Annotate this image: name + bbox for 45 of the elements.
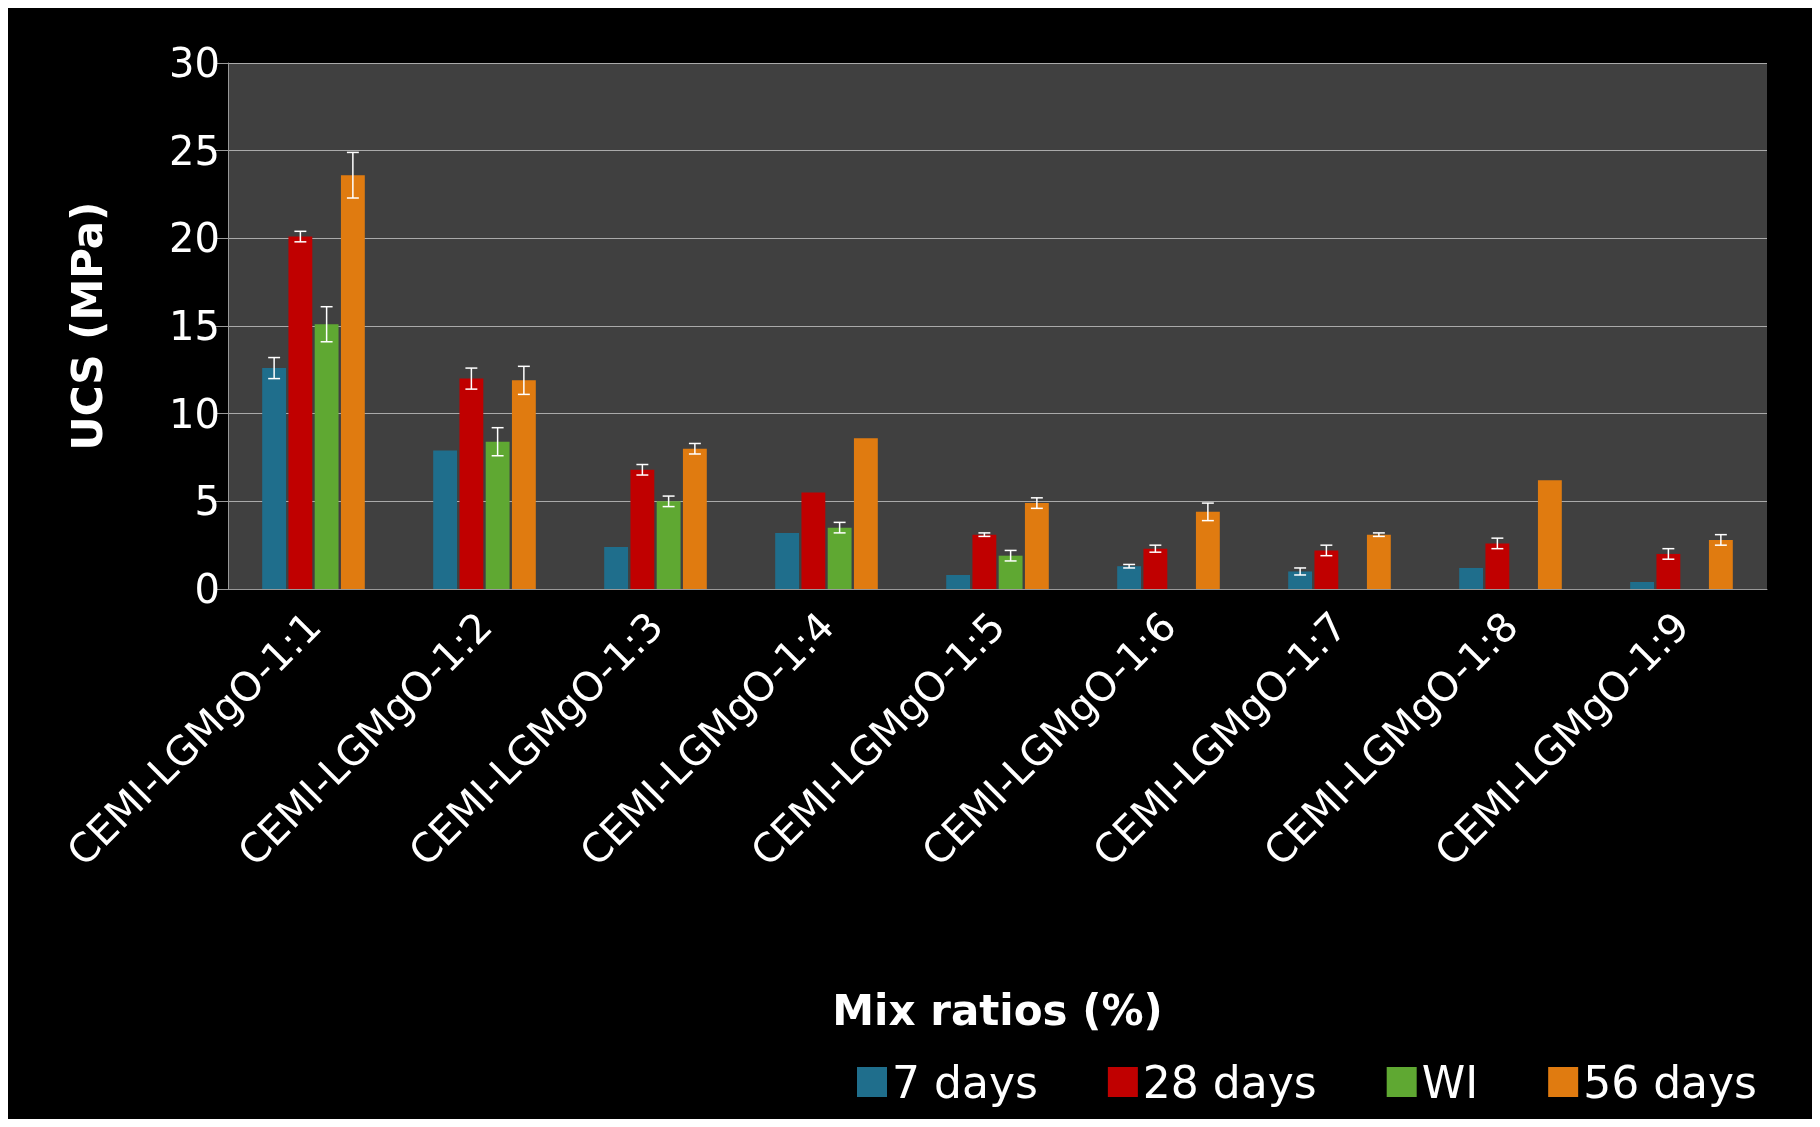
bar — [314, 324, 339, 589]
legend-label: WI — [1421, 1056, 1479, 1108]
bar — [511, 380, 536, 589]
y-tick-label: 15 — [169, 303, 220, 349]
bar — [656, 501, 681, 589]
bar — [340, 175, 365, 589]
bar — [946, 574, 971, 589]
y-tick-label: 20 — [169, 215, 220, 262]
y-tick-label: 5 — [194, 478, 220, 525]
bar — [1485, 543, 1510, 589]
bar — [1195, 511, 1220, 589]
bar — [1314, 550, 1339, 589]
bar — [1366, 534, 1391, 589]
bar — [288, 236, 313, 589]
bar — [1459, 567, 1484, 589]
legend-label: 28 days — [1142, 1056, 1317, 1108]
bar — [801, 492, 826, 589]
bar — [604, 546, 629, 589]
y-tick-label: 25 — [169, 127, 220, 174]
bar — [1537, 480, 1562, 589]
legend-label: 56 days — [1583, 1056, 1758, 1108]
bar — [1024, 503, 1049, 589]
bar — [1288, 571, 1313, 589]
bar — [630, 469, 655, 589]
y-tick-label: 10 — [169, 390, 220, 437]
bar — [853, 438, 878, 589]
bar — [1630, 581, 1655, 589]
bar — [1117, 566, 1142, 589]
bar — [459, 378, 484, 589]
bar — [775, 532, 800, 589]
bar — [972, 534, 997, 589]
bar — [1143, 548, 1168, 589]
y-tick-label: 30 — [169, 40, 220, 86]
bar — [485, 441, 510, 589]
legend-label: 7 days — [892, 1056, 1038, 1108]
bar — [262, 368, 287, 589]
bar — [827, 527, 852, 589]
y-axis-title: UCS (MPa) — [62, 201, 112, 451]
x-axis-title: Mix ratios (%) — [832, 985, 1163, 1035]
bar — [1656, 553, 1681, 589]
bar — [682, 448, 707, 589]
bar — [1708, 539, 1733, 589]
y-tick-label: 0 — [194, 566, 220, 612]
bar — [433, 450, 458, 589]
bar — [998, 555, 1023, 589]
